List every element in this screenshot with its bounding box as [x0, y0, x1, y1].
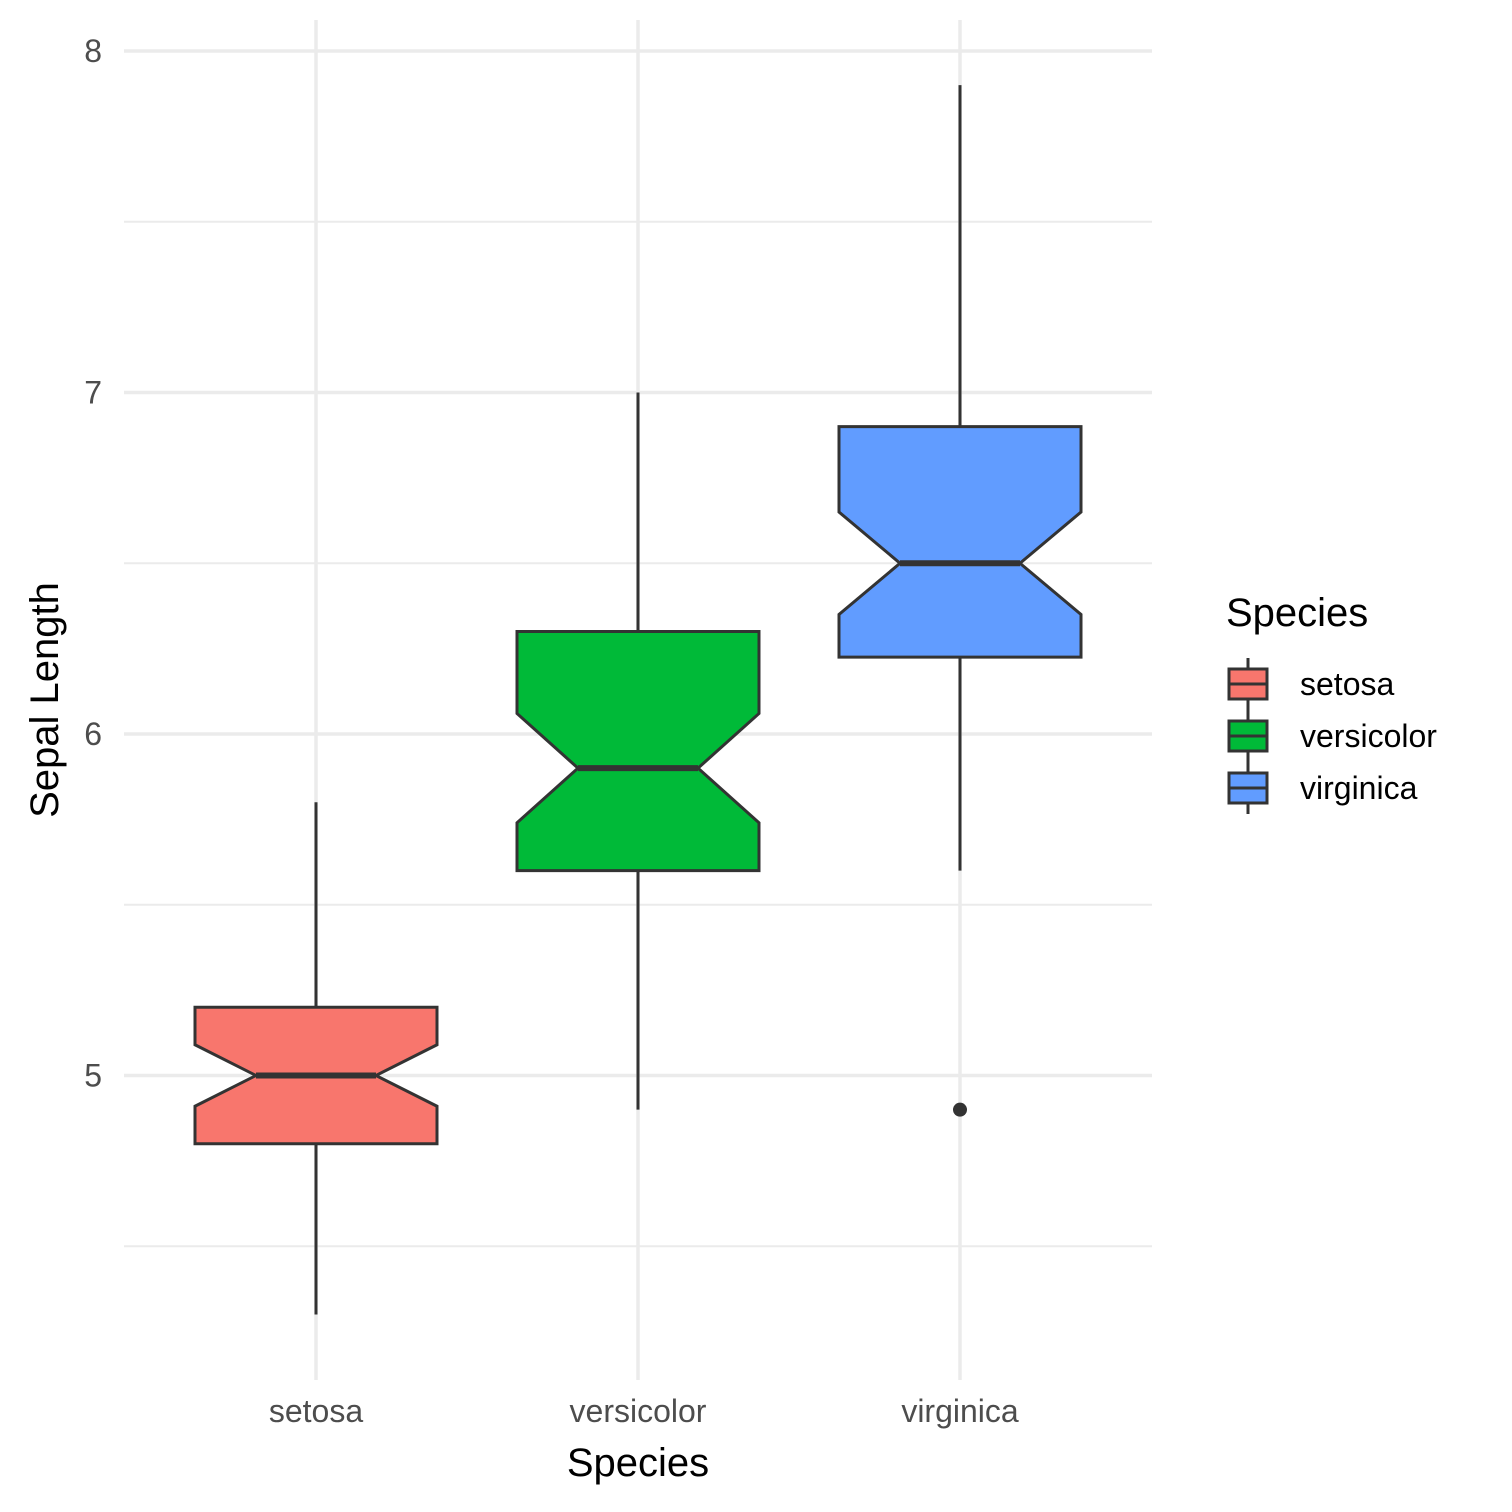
x-axis-title: Species — [567, 1441, 709, 1485]
x-tick-label: virginica — [901, 1393, 1019, 1429]
legend-label: versicolor — [1300, 718, 1437, 754]
boxes — [193, 85, 1083, 1315]
y-axis-title: Sepal Length — [23, 582, 67, 818]
y-tick-label: 7 — [84, 375, 102, 411]
y-tick-label: 5 — [84, 1058, 102, 1094]
legend-label: virginica — [1300, 770, 1418, 806]
x-tick-label: setosa — [269, 1393, 363, 1429]
outlier-point — [953, 1102, 967, 1117]
box-virginica — [837, 85, 1083, 1117]
legend-title: Species — [1226, 591, 1368, 635]
y-axis-ticks: 5 6 7 8 — [84, 33, 102, 1094]
box-versicolor — [515, 392, 761, 1110]
y-tick-label: 8 — [84, 33, 102, 69]
notched-box — [515, 630, 761, 873]
box-setosa — [193, 802, 439, 1315]
legend-item-versicolor: versicolor — [1227, 710, 1437, 762]
legend-items: setosa versicolor virginica — [1227, 658, 1437, 814]
legend-item-setosa: setosa — [1227, 658, 1394, 710]
y-tick-label: 6 — [84, 716, 102, 752]
notched-box — [837, 425, 1083, 659]
x-tick-label: versicolor — [570, 1393, 707, 1429]
legend: Species setosa versicolor virginica — [1226, 591, 1437, 814]
x-axis-ticks: setosa versicolor virginica — [269, 1393, 1019, 1429]
legend-label: setosa — [1300, 666, 1394, 702]
legend-item-virginica: virginica — [1227, 762, 1418, 814]
